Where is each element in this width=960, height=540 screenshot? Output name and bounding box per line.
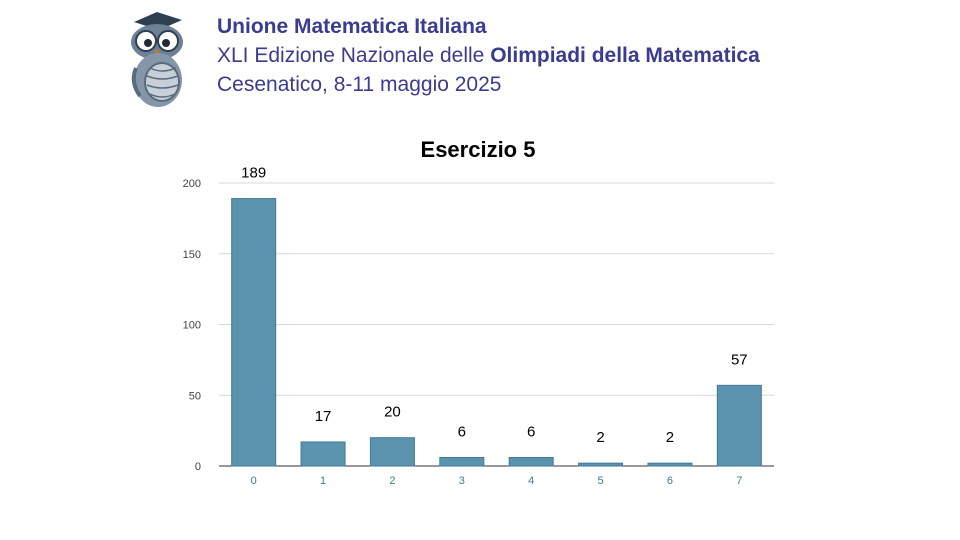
y-tick-label: 200 [183, 178, 201, 190]
header: Unione Matematica Italiana XLI Edizione … [217, 12, 760, 99]
chart-title: Esercizio 5 [421, 137, 536, 162]
data-labels: 189 17 20 6 6 2 2 57 [241, 165, 747, 447]
x-tick-label: 5 [598, 475, 604, 487]
data-label: 2 [666, 429, 674, 446]
x-tick-label: 4 [528, 475, 534, 487]
y-tick-labels: 0 50 100 150 200 [183, 178, 201, 473]
y-tick-label: 0 [195, 461, 201, 473]
y-tick-label: 50 [189, 390, 201, 402]
owl-mascot-icon [126, 8, 188, 108]
bar [300, 441, 346, 467]
bar [647, 462, 693, 467]
x-tick-label: 2 [389, 475, 395, 487]
y-tick-label: 100 [183, 320, 201, 332]
bar [716, 384, 762, 467]
chart-bars [231, 198, 762, 467]
data-label: 6 [458, 424, 466, 441]
chart-container: Esercizio 5 0 50 100 150 200 189 17 20 6 6 2 2 57 0… [0, 120, 960, 500]
header-edition-prefix: XLI Edizione Nazionale delle [217, 44, 491, 67]
y-tick-label: 150 [183, 249, 201, 261]
chart-grid [219, 182, 774, 467]
data-label: 2 [596, 429, 604, 446]
bar [439, 457, 485, 467]
x-tick-label: 0 [251, 475, 257, 487]
header-edition-bold: Olimpiadi della Matematica [490, 44, 760, 67]
x-tick-label: 6 [667, 475, 673, 487]
bar [369, 437, 415, 467]
x-tick-labels: 0 1 2 3 4 5 6 7 [251, 475, 743, 487]
bar [578, 462, 624, 467]
data-label: 17 [315, 408, 332, 425]
data-label: 57 [731, 351, 748, 368]
header-location-date: Cesenatico, 8-11 maggio 2025 [217, 73, 502, 96]
data-label: 20 [384, 404, 401, 421]
bar [231, 198, 277, 467]
x-tick-label: 3 [459, 475, 465, 487]
x-tick-label: 1 [320, 475, 326, 487]
data-label: 189 [241, 165, 266, 182]
data-label: 6 [527, 424, 535, 441]
bar [508, 457, 554, 467]
header-organization: Unione Matematica Italiana [217, 15, 487, 38]
header-edition: XLI Edizione Nazionale delle Olimpiadi d… [217, 41, 760, 70]
x-tick-label: 7 [736, 475, 742, 487]
